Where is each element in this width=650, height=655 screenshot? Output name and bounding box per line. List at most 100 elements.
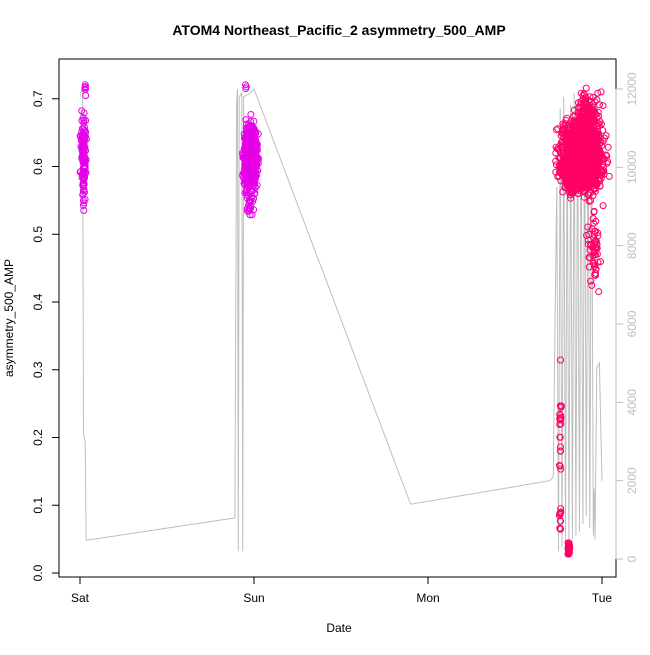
data-point (561, 166, 569, 174)
data-point (591, 271, 599, 279)
data-point (249, 147, 257, 155)
data-point (556, 433, 564, 441)
y2-tick-label: 10000 (625, 150, 639, 184)
data-point (592, 137, 600, 145)
data-point (563, 114, 571, 122)
x-axis-label: Date (326, 621, 352, 635)
data-point (81, 84, 89, 92)
data-point (590, 231, 598, 238)
data-point (552, 168, 560, 176)
data-point (561, 174, 569, 182)
data-point (80, 152, 88, 160)
data-point (80, 159, 88, 167)
data-point (554, 173, 562, 181)
data-point (79, 130, 87, 138)
data-point (557, 443, 564, 451)
data-point (242, 124, 250, 132)
data-point (247, 111, 255, 118)
data-point (554, 125, 562, 133)
data-point (575, 173, 583, 180)
data-point (570, 157, 578, 165)
data-point (79, 201, 87, 209)
secondary-series-layer (79, 88, 603, 552)
data-point (587, 106, 595, 114)
data-point (248, 135, 256, 143)
data-point (590, 259, 598, 267)
data-point (578, 115, 586, 123)
data-point (574, 108, 582, 116)
data-point (590, 208, 598, 216)
data-point (249, 186, 257, 194)
data-point (79, 183, 87, 191)
x-axis: Sat Sun Mon Tue (71, 576, 613, 605)
data-point (242, 153, 250, 161)
secondary-series-line (79, 88, 603, 552)
y2-tick-label: 2000 (625, 467, 639, 494)
data-point (80, 186, 88, 194)
data-point (591, 154, 599, 162)
data-point (591, 227, 599, 235)
y-tick-label: 0.3 (31, 361, 45, 378)
data-point (603, 159, 611, 167)
data-point (599, 137, 607, 145)
data-point (586, 189, 594, 197)
data-point (569, 156, 577, 164)
data-point (569, 189, 577, 197)
x-tick-label: Tue (592, 591, 613, 605)
data-point (556, 517, 564, 525)
data-point (578, 164, 586, 172)
x-tick-label: Sun (243, 591, 264, 605)
data-point (564, 129, 571, 137)
data-point (556, 416, 564, 424)
data-point (604, 143, 612, 151)
data-point (589, 174, 596, 182)
data-point (76, 168, 84, 176)
data-point (579, 177, 587, 185)
data-point (80, 109, 88, 117)
plot-frame (58, 58, 617, 578)
data-point (563, 162, 571, 170)
data-point (584, 155, 592, 163)
data-point (585, 263, 593, 271)
data-point (242, 160, 249, 168)
data-point (584, 236, 592, 244)
data-point (80, 165, 88, 172)
data-point (557, 154, 565, 162)
data-point (585, 147, 593, 155)
data-point (595, 122, 603, 130)
y-tick-label: 0.6 (31, 158, 45, 175)
data-point (80, 154, 88, 162)
data-point (594, 89, 602, 97)
data-point (556, 461, 563, 469)
data-point (250, 170, 257, 178)
data-point (562, 138, 570, 146)
y-axis-label: asymmetry_500_AMP (2, 259, 16, 377)
data-point (242, 85, 250, 93)
data-point (563, 133, 571, 141)
y-tick-label: 0.7 (31, 90, 45, 107)
y-tick-label: 0.0 (31, 564, 45, 581)
data-point (590, 170, 598, 178)
data-point (556, 524, 564, 532)
data-point (569, 143, 577, 151)
data-point (557, 465, 565, 473)
data-point (582, 94, 590, 102)
data-point (585, 182, 593, 190)
data-point (595, 288, 603, 296)
data-point (556, 402, 564, 410)
data-point (597, 120, 605, 128)
data-point (576, 182, 583, 190)
chart-title: ATOM4 Northeast_Pacific_2 asymmetry_500_… (172, 22, 505, 38)
data-point (559, 130, 567, 138)
data-point (587, 277, 595, 285)
data-point (248, 177, 256, 185)
data-point (599, 102, 607, 110)
y2-tick-label: 12000 (625, 72, 639, 106)
data-point (602, 132, 610, 140)
data-point (79, 191, 87, 199)
data-point (589, 215, 597, 223)
data-point (250, 195, 257, 203)
data-point (584, 151, 591, 158)
data-point (80, 207, 88, 214)
